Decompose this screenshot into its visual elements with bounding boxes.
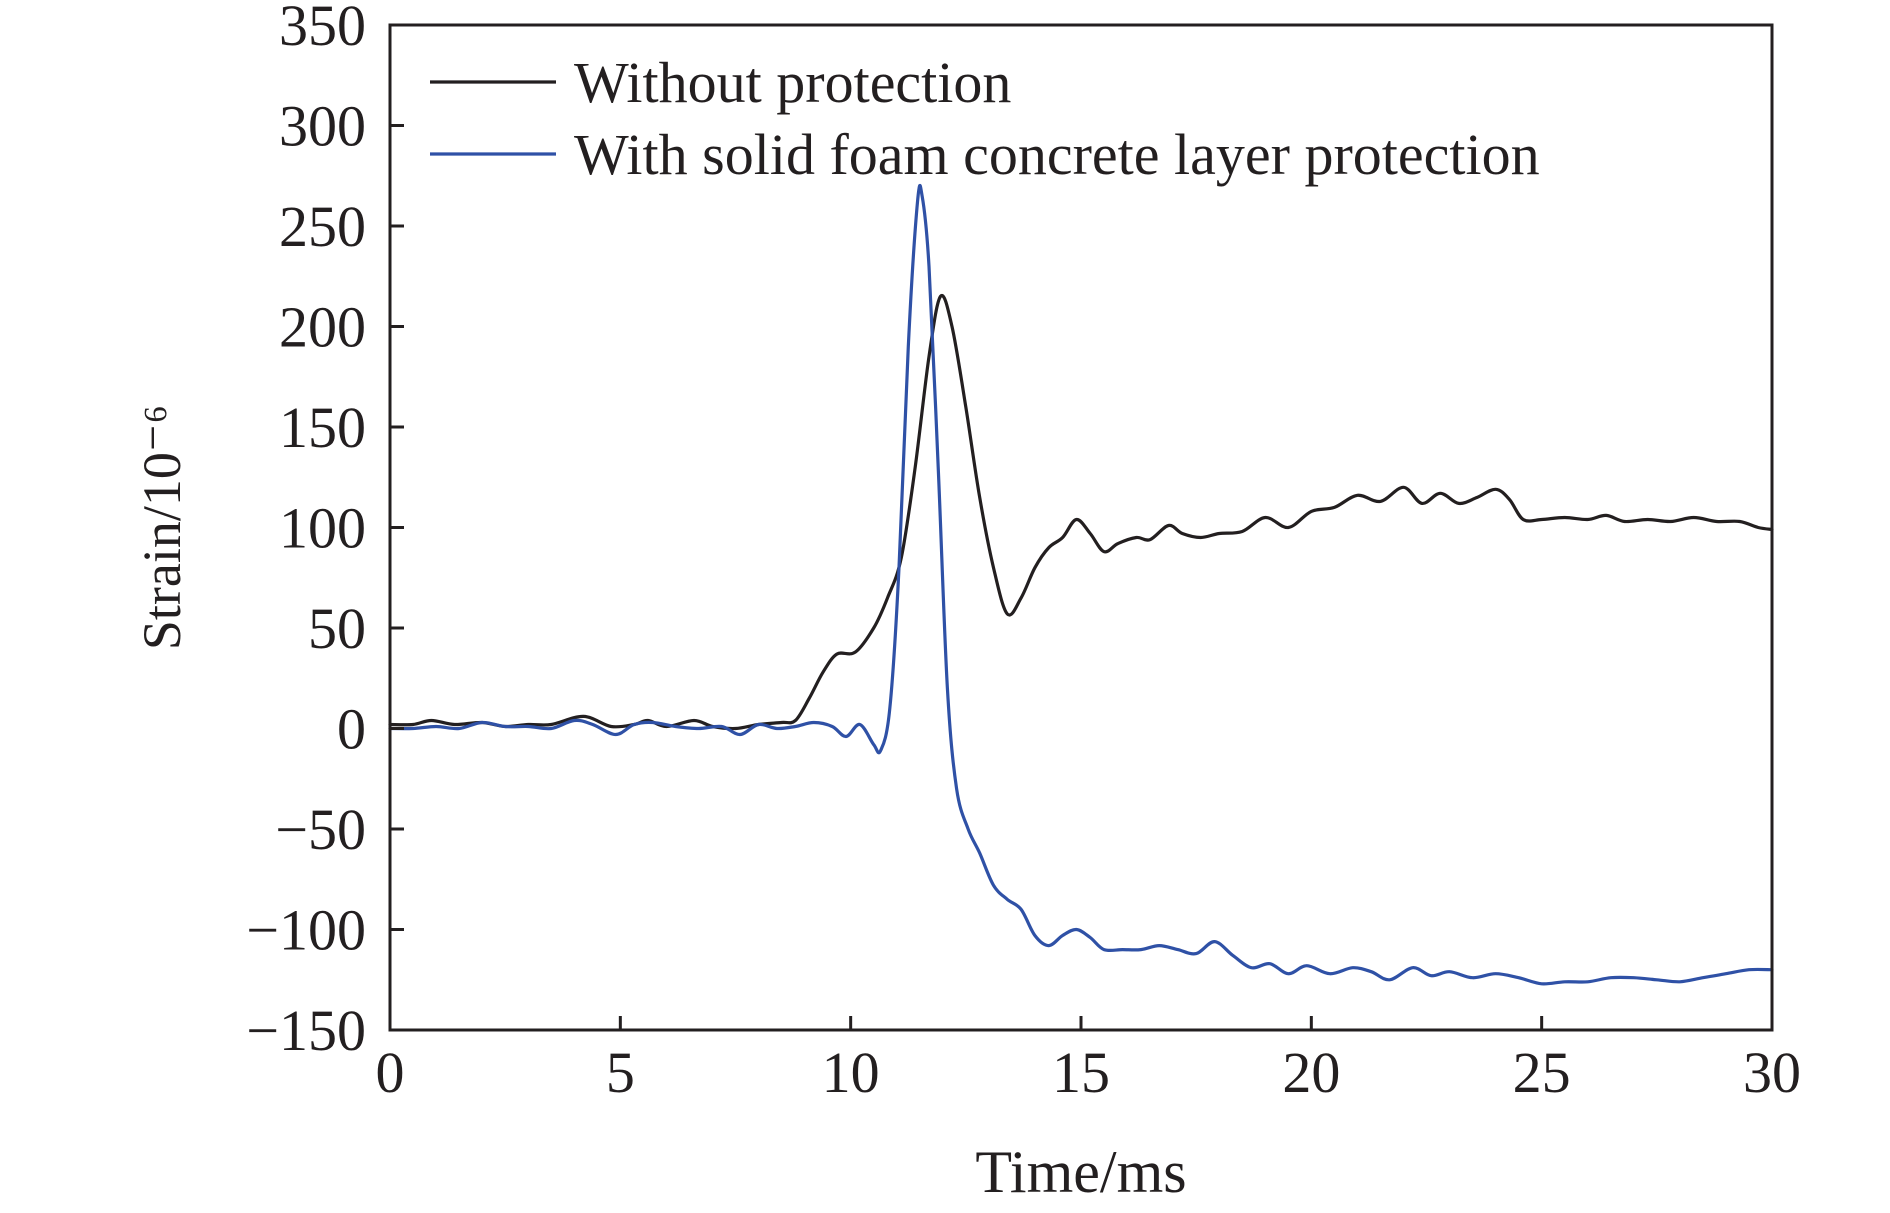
y-tick-label: 350 [279, 0, 366, 58]
x-tick-label: 10 [822, 1040, 880, 1105]
y-axis-label: Strain/10⁻⁶ [132, 405, 192, 650]
y-tick-label: 100 [279, 496, 366, 561]
series-line-1 [388, 293, 1774, 731]
legend: Without protection With solid foam concre… [430, 50, 1540, 187]
y-tick-label: 250 [279, 194, 366, 259]
y-tick-label: 200 [279, 295, 366, 360]
y-tick-label: −100 [246, 898, 366, 963]
legend-label: Without protection [574, 50, 1011, 115]
series-line-2 [388, 183, 1774, 986]
x-tick-label: 25 [1513, 1040, 1571, 1105]
series-layer [388, 183, 1774, 986]
y-tick-label: 150 [279, 395, 366, 460]
x-tick-label: 15 [1052, 1040, 1110, 1105]
ticks-layer: 0 5 10 15 20 25 30 −150 −100 −50 0 50 100 150 200 250 30… [246, 0, 1801, 1105]
x-tick-label: 30 [1743, 1040, 1801, 1105]
y-tick-label: 50 [308, 596, 366, 661]
x-tick-label: 20 [1282, 1040, 1340, 1105]
x-axis-label: Time/ms [975, 1139, 1186, 1205]
x-tick-label: 0 [376, 1040, 405, 1105]
y-tick-label: −150 [246, 998, 366, 1063]
y-tick-label: −50 [275, 797, 366, 862]
legend-label: With solid foam concrete layer protectio… [574, 122, 1540, 187]
y-tick-label: 300 [279, 94, 366, 159]
x-tick-label: 5 [606, 1040, 635, 1105]
y-tick-label: 0 [337, 697, 366, 762]
